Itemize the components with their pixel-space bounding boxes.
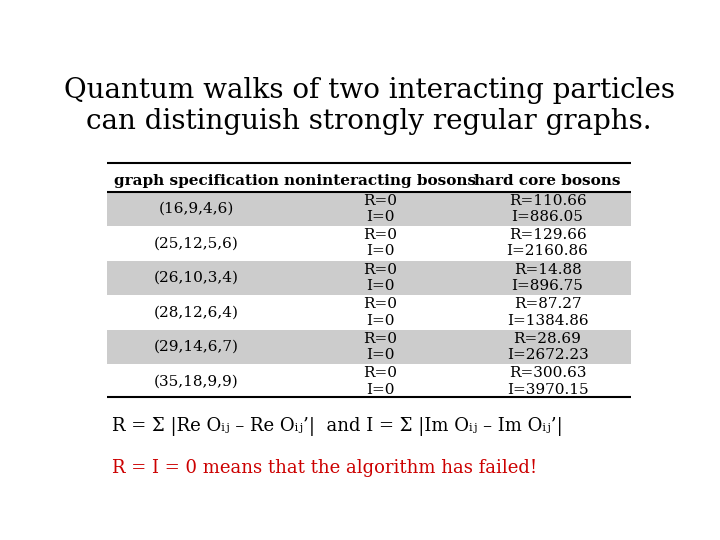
Text: R=0
I=0: R=0 I=0: [363, 263, 397, 293]
Text: (29,14,6,7): (29,14,6,7): [153, 340, 238, 354]
Text: R=0
I=0: R=0 I=0: [363, 298, 397, 327]
Text: R=129.66
I=2160.86: R=129.66 I=2160.86: [507, 228, 588, 259]
Text: R=87.27
I=1384.86: R=87.27 I=1384.86: [507, 298, 588, 327]
Bar: [107, 329, 631, 364]
Text: R = I = 0 means that the algorithm has failed!: R = I = 0 means that the algorithm has f…: [112, 459, 538, 477]
Text: (26,10,3,4): (26,10,3,4): [153, 271, 238, 285]
Text: R=28.69
I=2672.23: R=28.69 I=2672.23: [507, 332, 588, 362]
Text: (28,12,6,4): (28,12,6,4): [153, 306, 238, 319]
Text: (35,18,9,9): (35,18,9,9): [153, 374, 238, 388]
Text: R = Σ |Re Oᵢⱼ – Re Oᵢⱼ’|  and I = Σ |Im Oᵢⱼ – Im Oᵢⱼ’|: R = Σ |Re Oᵢⱼ – Re Oᵢⱼ’| and I = Σ |Im O…: [112, 417, 563, 436]
Text: R=0
I=0: R=0 I=0: [363, 228, 397, 259]
Text: R=0
I=0: R=0 I=0: [363, 366, 397, 396]
Text: R=300.63
I=3970.15: R=300.63 I=3970.15: [507, 366, 588, 396]
Text: noninteracting bosons: noninteracting bosons: [284, 174, 476, 188]
Text: R=0
I=0: R=0 I=0: [363, 194, 397, 224]
Bar: [107, 192, 631, 226]
Text: R=0
I=0: R=0 I=0: [363, 332, 397, 362]
Text: R=110.66
I=886.05: R=110.66 I=886.05: [509, 194, 586, 224]
Text: (16,9,4,6): (16,9,4,6): [158, 202, 234, 216]
Text: hard core bosons: hard core bosons: [474, 174, 621, 188]
Text: graph specification: graph specification: [114, 174, 279, 188]
Text: Quantum walks of two interacting particles
can distinguish strongly regular grap: Quantum walks of two interacting particl…: [63, 77, 675, 136]
Text: R=14.88
I=896.75: R=14.88 I=896.75: [512, 263, 583, 293]
Text: (25,12,5,6): (25,12,5,6): [153, 237, 238, 251]
Bar: [107, 261, 631, 295]
